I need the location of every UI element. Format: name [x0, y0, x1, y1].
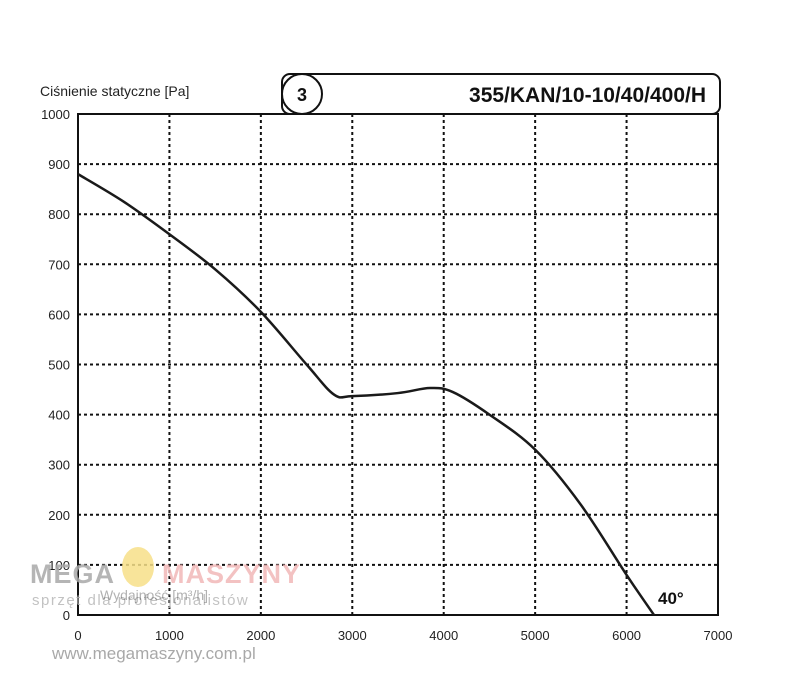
watermark: MEGA MASZYNY sprzęt dla profesjonalistów… — [30, 547, 301, 663]
x-tick-label: 2000 — [246, 628, 275, 643]
y-tick-label: 800 — [48, 207, 70, 222]
grid — [77, 113, 719, 616]
y-tick-label: 400 — [48, 408, 70, 423]
x-tick-label: 4000 — [429, 628, 458, 643]
x-tick-label: 3000 — [338, 628, 367, 643]
y-tick-label: 700 — [48, 257, 70, 272]
watermark-brand-left: MEGA — [30, 559, 115, 589]
watermark-brand-right: MASZYNY — [162, 559, 301, 589]
model-label: 355/KAN/10-10/40/400/H — [469, 84, 706, 107]
y-tick-label: 1000 — [41, 107, 70, 122]
y-tick-label: 900 — [48, 157, 70, 172]
x-tick-label: 6000 — [612, 628, 641, 643]
model-header: 3 355/KAN/10-10/40/400/H — [281, 73, 721, 115]
x-tick-label: 7000 — [704, 628, 733, 643]
y-tick-label: 0 — [63, 608, 70, 623]
y-tick-label: 500 — [48, 358, 70, 373]
x-tick-labels: 0 1000 2000 3000 4000 5000 6000 7000 — [74, 628, 732, 643]
y-tick-label: 300 — [48, 458, 70, 473]
y-tick-labels: 0 100 200 300 400 500 600 700 800 900 1000 — [41, 107, 70, 623]
badge-number: 3 — [297, 85, 307, 105]
series-line — [77, 173, 656, 616]
y-axis-label: Ciśnienie statyczne [Pa] — [40, 83, 189, 99]
y-tick-label: 600 — [48, 307, 70, 322]
x-tick-label: 0 — [74, 628, 81, 643]
x-tick-label: 1000 — [155, 628, 184, 643]
curve-label: 40° — [658, 589, 684, 608]
x-axis-label: Wydajność [m³/h] — [100, 587, 208, 603]
y-tick-label: 100 — [48, 558, 70, 573]
watermark-tagline: sprzęt dla profesjonalistów — [32, 592, 249, 609]
watermark-logo — [122, 547, 154, 587]
watermark-url: www.megamaszyny.com.pl — [51, 644, 256, 663]
curves — [77, 173, 656, 616]
y-tick-label: 200 — [48, 508, 70, 523]
x-tick-label: 5000 — [521, 628, 550, 643]
